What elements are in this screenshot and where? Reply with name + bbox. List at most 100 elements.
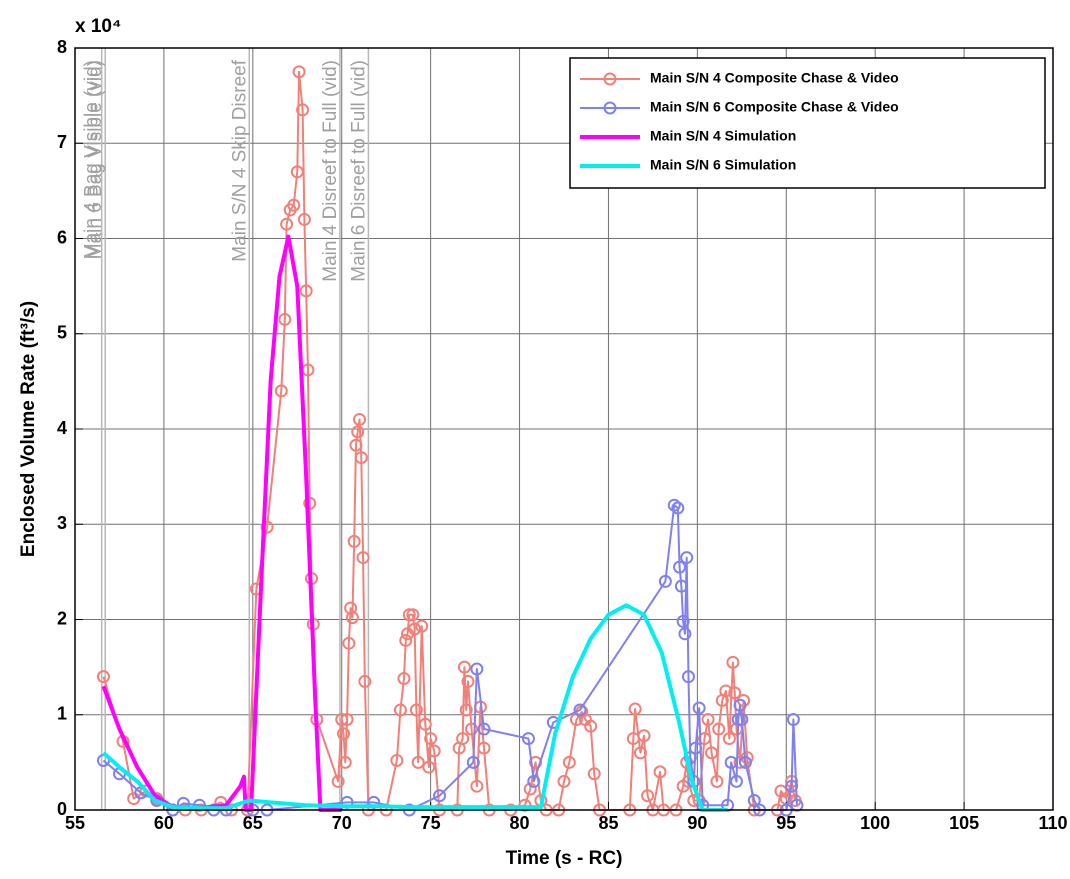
data-point [724, 755, 738, 769]
data-point [399, 633, 413, 647]
data-point [712, 722, 726, 736]
data-point [422, 760, 436, 774]
data-point [628, 702, 642, 716]
x-tick-label: 80 [510, 813, 530, 833]
data-point [354, 451, 368, 465]
legend-marker [603, 101, 617, 115]
y-tick-label: 7 [57, 132, 67, 152]
data-point [461, 674, 475, 688]
data-point [96, 670, 110, 684]
data-point [418, 717, 432, 731]
x-tick-label: 105 [949, 813, 979, 833]
y-tick-label: 5 [57, 323, 67, 343]
data-point [676, 614, 690, 628]
data-point [689, 741, 703, 755]
x-tick-label: 60 [154, 813, 174, 833]
data-point [459, 703, 473, 717]
data-point [667, 498, 681, 512]
y-tick-label: 0 [57, 799, 67, 819]
data-point [747, 793, 761, 807]
data-point [466, 755, 480, 769]
data-point [337, 727, 351, 741]
data-point [671, 501, 685, 515]
y-tick-label: 4 [57, 418, 67, 438]
data-point [390, 753, 404, 767]
data-point [680, 551, 694, 565]
data-point [653, 765, 667, 779]
data-point [406, 608, 420, 622]
data-point [692, 701, 706, 715]
data-point [331, 774, 345, 788]
x-tick-label: 55 [65, 813, 85, 833]
data-point [335, 713, 349, 727]
data-point [358, 674, 372, 688]
data-point [303, 496, 317, 510]
event-label: Main 4 Disreef to Full (vid) [320, 60, 341, 282]
x-tick-label: 85 [598, 813, 618, 833]
event-label: Main S/N 4 Skip Disreef [229, 59, 250, 261]
data-point [719, 684, 733, 698]
data-point [457, 660, 471, 674]
data-point [353, 412, 367, 426]
data-point [726, 655, 740, 669]
data-point [402, 608, 416, 622]
data-point [470, 662, 484, 676]
data-point [351, 425, 365, 439]
data-point [280, 217, 294, 231]
legend-label: Main S/N 6 Composite Chase & Video [650, 99, 899, 115]
x-tick-label: 110 [1038, 813, 1067, 833]
data-point [433, 789, 447, 803]
data-point [356, 551, 370, 565]
data-point [587, 767, 601, 781]
data-point [710, 774, 724, 788]
data-point [415, 619, 429, 633]
data-point [347, 534, 361, 548]
data-point [786, 713, 800, 727]
y-multiplier: x 10⁴ [75, 16, 121, 37]
data-point [633, 746, 647, 760]
data-point [344, 601, 358, 615]
x-tick-label: 70 [332, 813, 352, 833]
data-point [424, 732, 438, 746]
data-point [274, 384, 288, 398]
data-point [738, 755, 752, 769]
data-point [408, 622, 422, 636]
data-point [297, 212, 311, 226]
data-point [287, 198, 301, 212]
y-tick-label: 8 [57, 37, 67, 57]
data-point [683, 751, 697, 765]
data-point [260, 520, 274, 534]
data-point [477, 741, 491, 755]
x-axis-label: Time (s - RC) [506, 848, 623, 869]
data-point [722, 732, 736, 746]
data-point [705, 746, 719, 760]
data-point [342, 636, 356, 650]
legend-marker [603, 72, 617, 86]
data-point [733, 698, 747, 712]
data-point [731, 713, 745, 727]
y-tick-label: 2 [57, 608, 67, 628]
data-point [584, 719, 598, 733]
data-point [681, 670, 695, 684]
data-point [673, 560, 687, 574]
data-point [338, 755, 352, 769]
legend-box [569, 57, 1046, 189]
data-point [527, 774, 541, 788]
data-point [735, 713, 749, 727]
data-point [349, 438, 363, 452]
data-point [299, 284, 313, 298]
x-tick-label: 100 [860, 813, 890, 833]
data-point [456, 732, 470, 746]
y-axis-label: Enclosed Volume Rate (ft³/s) [18, 301, 39, 557]
data-point [427, 744, 441, 758]
x-tick-label: 95 [776, 813, 796, 833]
data-point [411, 755, 425, 769]
data-point [701, 713, 715, 727]
data-point [409, 703, 423, 717]
data-point [393, 703, 407, 717]
data-point [477, 722, 491, 736]
data-point [641, 789, 655, 803]
x-tick-label: 65 [243, 813, 263, 833]
data-point [562, 755, 576, 769]
